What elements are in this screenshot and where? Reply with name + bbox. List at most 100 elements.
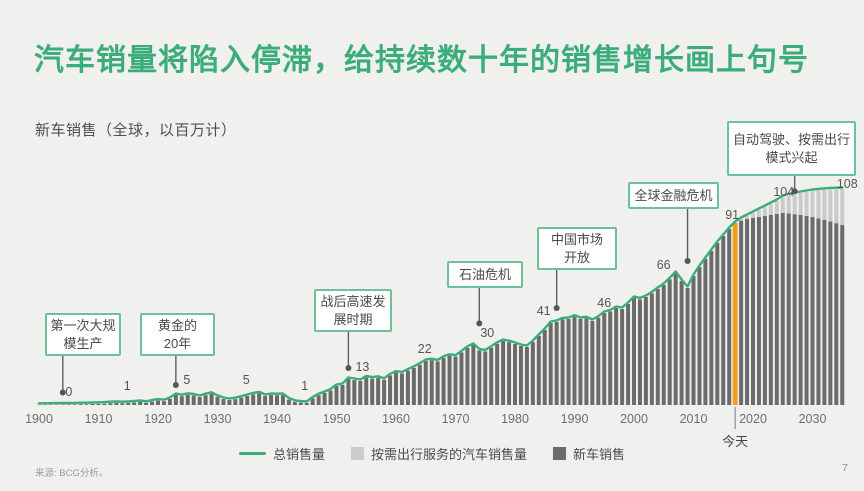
bar-on-demand-sales [739, 219, 744, 221]
bar-new-car-sales [239, 397, 244, 405]
bar-new-car-sales [697, 267, 702, 405]
bar-on-demand-sales [762, 207, 767, 216]
bar-new-car-sales [554, 322, 559, 405]
chart-subtitle: 新车销售（全球，以百万计） [35, 122, 237, 139]
bar-new-car-sales [126, 403, 131, 405]
bar-new-car-sales [673, 273, 678, 405]
bar-new-car-sales [643, 297, 648, 405]
bar-new-car-sales [667, 279, 672, 405]
bar-new-car-sales [120, 403, 125, 405]
bar-new-car-sales [596, 317, 601, 405]
annotation-dot [476, 320, 483, 327]
bar-new-car-sales [792, 214, 797, 405]
bar-new-car-sales [376, 377, 381, 405]
bar-new-car-sales [435, 361, 440, 405]
bar-new-car-sales [334, 386, 339, 405]
bar-new-car-sales [167, 399, 172, 405]
annotation-dot [59, 389, 66, 396]
bar-today [732, 223, 738, 405]
bar-new-car-sales [346, 379, 351, 405]
bar-new-car-sales [536, 336, 541, 405]
bar-new-car-sales [102, 403, 107, 405]
bar-new-car-sales [745, 219, 750, 405]
value-label: 66 [656, 258, 671, 272]
source-note: 来源: BCG分析。 [35, 468, 109, 479]
bar-on-demand-sales [792, 194, 797, 215]
bar-new-car-sales [280, 395, 285, 405]
bar-new-car-sales [507, 342, 512, 405]
bar-new-car-sales [358, 381, 363, 405]
bar-new-car-sales [179, 396, 184, 405]
bar-new-car-sales [429, 360, 434, 405]
annotation-box: 石油危机 [447, 261, 523, 288]
bar-new-car-sales [132, 402, 137, 405]
bar-new-car-sales [703, 259, 708, 405]
bar-new-car-sales [191, 395, 196, 405]
bar-new-car-sales [78, 404, 83, 405]
bar-new-car-sales [632, 298, 636, 405]
bar-new-car-sales [108, 403, 113, 405]
bar-new-car-sales [399, 373, 404, 405]
bar-new-car-sales [316, 395, 321, 405]
bar-new-car-sales [518, 346, 523, 405]
annotation-dot [553, 305, 560, 311]
legend-swatch-line-icon [238, 452, 266, 455]
bar-new-car-sales [524, 347, 529, 405]
bar-new-car-sales [453, 356, 458, 405]
bar-new-car-sales [679, 281, 684, 405]
bar-new-car-sales [459, 352, 464, 405]
bar-new-car-sales [292, 401, 297, 405]
annotation-dot [345, 365, 352, 371]
bar-new-car-sales [185, 394, 190, 405]
value-label: 108 [836, 177, 858, 191]
bar-on-demand-sales [780, 197, 785, 213]
bar-new-car-sales [501, 341, 506, 405]
bar-new-car-sales [447, 355, 452, 405]
bar-new-car-sales [156, 400, 160, 405]
bar-on-demand-sales [786, 195, 791, 214]
value-label: 1 [123, 379, 131, 393]
bar-new-car-sales [423, 361, 428, 405]
x-axis-tick-label: 1900 [25, 412, 53, 426]
x-axis-tick-label: 1950 [322, 412, 351, 426]
x-axis-tick-label: 1940 [263, 412, 291, 426]
bar-new-car-sales [810, 217, 815, 405]
bar-new-car-sales [227, 400, 232, 405]
value-label: 5 [183, 373, 191, 387]
bar-new-car-sales [691, 276, 696, 405]
bar-new-car-sales [441, 357, 446, 405]
bar-on-demand-sales [798, 193, 803, 215]
bar-new-car-sales [257, 393, 262, 405]
bar-new-car-sales [209, 393, 214, 405]
bar-new-car-sales [370, 378, 375, 405]
value-label: 22 [417, 342, 432, 356]
bar-new-car-sales [251, 394, 256, 405]
x-axis-tick-label: 1970 [441, 412, 470, 426]
bar-new-car-sales [566, 319, 571, 405]
x-axis-tick-label: 1980 [501, 412, 529, 426]
bar-new-car-sales [60, 404, 65, 405]
bar-new-car-sales [269, 395, 274, 405]
legend-label: 新车销售 [573, 447, 626, 462]
bar-new-car-sales [762, 216, 767, 405]
bar-new-car-sales [661, 285, 666, 405]
x-axis-tick-label: 1990 [560, 412, 589, 426]
value-label: 1 [301, 379, 309, 393]
legend-swatch-dark-icon [553, 447, 567, 460]
bar-new-car-sales [286, 399, 291, 405]
bar-new-car-sales [626, 304, 631, 405]
bar-new-car-sales [96, 403, 101, 405]
bar-on-demand-sales [751, 213, 755, 218]
bar-new-car-sales [614, 308, 619, 405]
bar-new-car-sales [513, 344, 517, 405]
x-axis-tick-label: 1930 [203, 412, 232, 426]
bar-new-car-sales [394, 372, 398, 405]
x-axis-tick-label: 1960 [382, 412, 410, 426]
x-axis-tick-label: 1920 [144, 412, 172, 426]
x-axis-tick-label: 2030 [798, 412, 827, 426]
bar-new-car-sales [328, 390, 333, 405]
bar-on-demand-sales [774, 201, 779, 214]
bar-on-demand-sales [822, 189, 827, 220]
bar-new-car-sales [150, 401, 155, 405]
